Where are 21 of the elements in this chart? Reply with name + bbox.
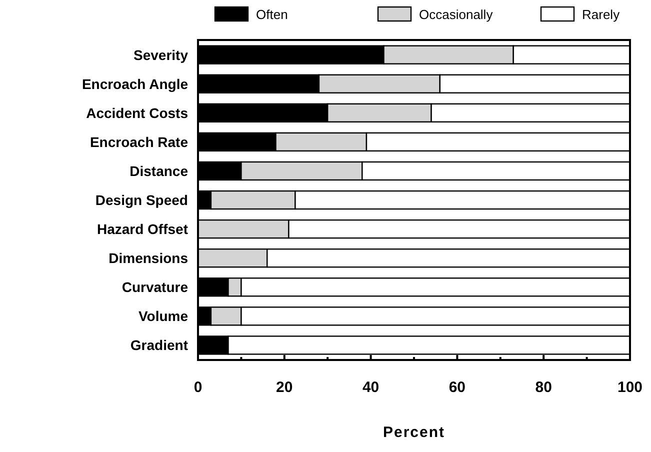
x-axis-title: Percent <box>382 424 446 441</box>
legend-label: Often <box>256 7 288 22</box>
x-tick-label: 80 <box>535 379 552 396</box>
x-tick-label: 20 <box>276 379 293 396</box>
x-tick-label: 40 <box>362 379 380 396</box>
x-tick-label: 0 <box>194 379 202 396</box>
y-tick-label: Dimensions <box>108 250 188 266</box>
y-tick-label: Encroach Rate <box>90 134 188 150</box>
y-tick-label: Hazard Offset <box>96 221 188 238</box>
legend-label: Rarely <box>582 7 620 22</box>
x-tick-label: 100 <box>617 379 643 396</box>
legend-label: Occasionally <box>419 7 494 22</box>
y-tick-label: Encroach Angle <box>82 76 188 92</box>
x-tick-label: 60 <box>448 379 466 396</box>
y-tick-label: Curvature <box>122 279 188 296</box>
y-tick-label: Severity <box>134 46 188 63</box>
y-tick-label: Design Speed <box>95 192 188 208</box>
y-tick-label: Distance <box>130 162 188 179</box>
y-tick-label: Accident Costs <box>86 104 188 121</box>
y-tick-label: Gradient <box>130 337 188 354</box>
y-tick-label: Volume <box>138 308 188 324</box>
